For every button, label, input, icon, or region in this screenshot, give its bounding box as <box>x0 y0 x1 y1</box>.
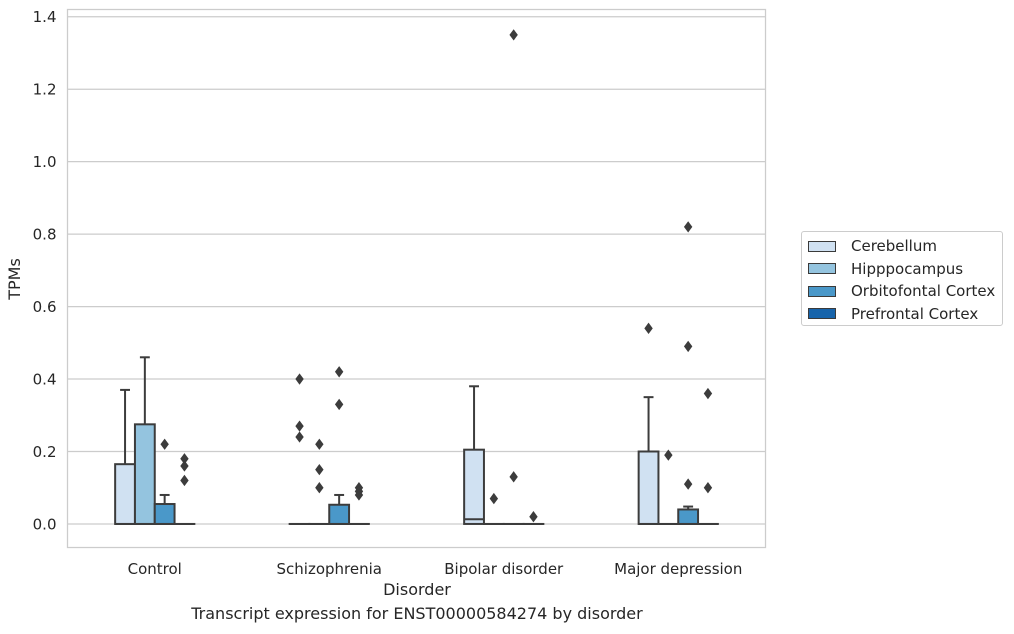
legend-swatch-orbitofrontal-cortex <box>808 285 836 297</box>
outlier-point <box>703 387 713 400</box>
y-axis-label: TPMs <box>5 258 24 301</box>
x-axis-label: Disorder <box>383 580 451 599</box>
legend-label-orbitofrontal-cortex: Orbitofontal Cortex <box>851 282 996 301</box>
box-hipppocampus <box>133 356 156 525</box>
y-tick-label: 0.2 <box>33 443 57 461</box>
outlier-point <box>295 373 304 385</box>
outlier-point <box>683 340 693 353</box>
box-body <box>153 503 176 525</box>
box-hipppocampus <box>482 492 505 525</box>
outlier-point <box>334 366 344 378</box>
outlier-point <box>180 474 189 487</box>
y-gridlines <box>67 16 766 525</box>
legend-swatch-prefrontal-cortex <box>808 308 836 320</box>
outlier-point <box>315 438 324 450</box>
box-body <box>133 423 156 525</box>
legend-item-hippocampus: Hipppocampus <box>802 258 1002 281</box>
outlier-point <box>683 478 693 490</box>
outlier-point <box>509 29 518 41</box>
box-orbitofontal-cortex <box>677 221 700 525</box>
outlier-point <box>683 221 693 233</box>
legend-label-cerebellum: Cerebellum <box>851 237 937 256</box>
x-tick-label: Control <box>128 560 182 578</box>
box-body <box>677 508 700 525</box>
outlier-point <box>644 322 653 334</box>
outlier-point <box>334 398 344 411</box>
outlier-point <box>180 453 189 465</box>
box-prefrontal-cortex <box>697 387 719 525</box>
x-tick-label: Schizophrenia <box>277 560 382 578</box>
box-body <box>114 463 136 525</box>
outlier-point <box>295 420 304 432</box>
box-hipppocampus <box>308 438 331 525</box>
box-body <box>637 450 660 525</box>
y-tick-label: 0.0 <box>33 515 57 533</box>
box-orbitofontal-cortex <box>328 366 351 525</box>
legend: Cerebellum Hipppocampus Orbitofontal Cor… <box>801 231 1003 326</box>
y-tick-label: 1.0 <box>33 153 57 171</box>
plot-frame <box>66 8 767 549</box>
outlier-point <box>489 492 499 505</box>
figure-caption: Transcript expression for ENST0000058427… <box>191 604 643 623</box>
box-orbitofontal-cortex <box>502 29 525 525</box>
x-tick-label: Major depression <box>614 560 742 578</box>
legend-swatch-hippocampus <box>808 263 836 275</box>
legend-item-orbitofrontal-cortex: Orbitofontal Cortex <box>802 280 1002 303</box>
box-hipppocampus <box>657 449 680 525</box>
y-tick-labels: 0.0 0.2 0.4 0.6 0.8 1.0 1.2 1.4 <box>33 8 57 533</box>
outlier-point <box>180 460 189 472</box>
x-tick-labels: Control Schizophrenia Bipolar disorder Majo… <box>128 560 743 578</box>
box-cerebellum <box>463 385 485 525</box>
outlier-point <box>315 482 324 494</box>
legend-label-prefrontal-cortex: Prefrontal Cortex <box>851 304 979 323</box>
box-body <box>328 503 351 525</box>
y-tick-label: 1.4 <box>33 8 57 26</box>
box-prefrontal-cortex <box>173 453 196 525</box>
box-cerebellum <box>288 373 311 525</box>
outlier-point <box>160 438 169 450</box>
legend-label-hippocampus: Hipppocampus <box>851 259 964 278</box>
outlier-point <box>509 471 518 483</box>
box-plot-marks <box>114 29 719 525</box>
box-cerebellum <box>637 322 660 525</box>
box-prefrontal-cortex <box>522 511 545 525</box>
outlier-point <box>295 431 304 443</box>
outlier-point <box>354 489 364 501</box>
y-tick-label: 0.6 <box>33 298 57 316</box>
x-tick-label: Bipolar disorder <box>444 560 564 578</box>
outlier-point <box>529 511 538 523</box>
outlier-point <box>664 449 673 461</box>
legend-swatch-cerebellum <box>808 240 836 252</box>
box-body <box>463 448 485 525</box>
box-orbitofontal-cortex <box>153 438 176 525</box>
legend-item-prefrontal-cortex: Prefrontal Cortex <box>802 303 1002 326</box>
outlier-point <box>703 482 713 494</box>
y-tick-label: 1.2 <box>33 81 57 99</box>
box-cerebellum <box>114 388 136 525</box>
y-tick-label: 0.4 <box>33 371 57 389</box>
box-prefrontal-cortex <box>348 482 370 525</box>
outlier-point <box>315 463 324 476</box>
legend-item-cerebellum: Cerebellum <box>802 235 1002 258</box>
y-tick-label: 0.8 <box>33 226 57 244</box>
